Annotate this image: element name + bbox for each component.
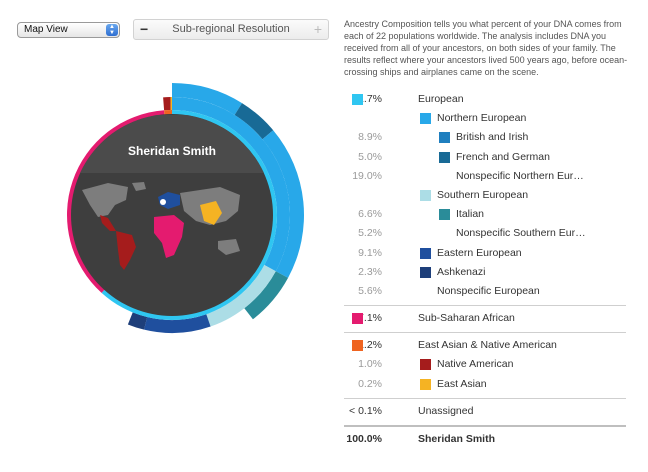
breakdown-row[interactable]: 2.3% Ashkenazi (344, 263, 626, 282)
ring-segment[interactable] (170, 97, 172, 111)
breakdown-row[interactable]: Northern European (344, 109, 626, 128)
breakdown-label: Eastern European (437, 246, 522, 259)
color-swatch (352, 313, 363, 325)
breakdown-row[interactable]: 1.2% East Asian & Native American (344, 336, 626, 355)
breakdown-label: Unassigned (418, 404, 474, 417)
ring-segment[interactable] (127, 312, 148, 330)
map-australia (218, 239, 240, 255)
breakdown-label: Southern European (437, 188, 529, 201)
breakdown-row[interactable]: 0.2% East Asian (344, 375, 626, 394)
list-separator (344, 305, 626, 307)
person-name: Sheridan Smith (128, 144, 216, 158)
breakdown-percent: 100.0% (346, 433, 382, 445)
breakdown-row[interactable]: 5.6% Nonspecific European (344, 282, 626, 301)
breakdown-row[interactable]: 8.9% British and Irish (344, 128, 626, 147)
breakdown-label: French and German (456, 150, 550, 163)
color-swatch (439, 209, 450, 221)
map-north-america (82, 183, 128, 217)
breakdown-label: East Asian (437, 377, 487, 390)
color-swatch (439, 132, 450, 144)
breakdown-label: East Asian & Native American (418, 339, 557, 352)
description-text: Ancestry Composition tells you what perc… (344, 19, 628, 77)
breakdown-label: Italian (456, 208, 485, 221)
breakdown-row[interactable]: 37.1% Sub-Saharan African (344, 309, 626, 328)
breakdown-row[interactable]: 9.1% Eastern European (344, 244, 626, 263)
breakdown-label: British and Irish (456, 131, 529, 144)
breakdown-row[interactable]: 61.7% European (344, 90, 626, 109)
list-separator (344, 332, 626, 334)
breakdown-percent: 5.0% (358, 150, 382, 163)
map-central-america (100, 215, 116, 231)
select-arrows-icon: ▲ ▼ (106, 24, 118, 36)
breakdown-row[interactable]: 19.0% Nonspecific Northern Eur… (344, 167, 626, 186)
ancestry-donut-chart: Sheridan Smith (67, 83, 304, 333)
ancestry-breakdown-list: 61.7% European Northern European 8.9% Britis… (344, 90, 626, 449)
color-swatch (420, 247, 431, 259)
breakdown-label: Native American (437, 358, 514, 371)
breakdown-percent: 8.9% (358, 131, 382, 144)
breakdown-percent: 2.3% (358, 265, 382, 278)
breakdown-percent: 9.1% (358, 246, 382, 259)
color-swatch (352, 340, 363, 352)
world-map (71, 114, 273, 316)
breakdown-row[interactable]: 1.0% Native American (344, 355, 626, 374)
breakdown-percent: 1.2% (358, 339, 382, 352)
color-swatch (420, 113, 431, 125)
ring-segment[interactable] (206, 265, 276, 327)
color-swatch (420, 378, 431, 390)
map-east-asia (200, 201, 222, 225)
breakdown-percent: 5.2% (358, 227, 382, 240)
map-africa (154, 215, 184, 258)
ring-segment[interactable] (163, 97, 171, 111)
breakdown-row[interactable]: 5.2% Nonspecific Southern Eur… (344, 224, 626, 243)
ring-segment[interactable] (144, 314, 211, 333)
ring-segment[interactable] (244, 271, 289, 320)
ring-segment[interactable] (172, 83, 243, 115)
breakdown-label: Sheridan Smith (418, 433, 496, 445)
breakdown-percent: 37.1% (352, 312, 382, 325)
breakdown-row[interactable]: 6.6% Italian (344, 205, 626, 224)
breakdown-row[interactable]: 5.0% French and German (344, 148, 626, 167)
list-separator (344, 425, 626, 427)
list-separator (344, 397, 626, 399)
breakdown-row[interactable]: < 0.1% Unassigned (344, 402, 626, 421)
breakdown-label: Nonspecific European (437, 284, 540, 297)
breakdown-label: Nonspecific Northern Eur… (456, 169, 584, 182)
breakdown-label: European (418, 93, 464, 105)
resolution-label: Sub-regional Resolution (172, 23, 290, 35)
breakdown-row[interactable]: Southern European (344, 186, 626, 205)
map-south-america (116, 231, 136, 270)
breakdown-label: Nonspecific Southern Eur… (456, 227, 586, 240)
breakdown-row[interactable]: 100.0% Sheridan Smith (344, 430, 626, 449)
breakdown-label: Sub-Saharan African (418, 312, 515, 325)
breakdown-percent: 0.2% (358, 377, 382, 390)
map-view-select[interactable]: Map View ▲ ▼ (17, 22, 120, 38)
color-swatch (420, 189, 431, 201)
breakdown-percent: 61.7% (352, 93, 382, 105)
breakdown-label: Northern European (437, 112, 527, 125)
ring-segment[interactable] (172, 97, 290, 272)
breakdown-percent: 6.6% (358, 208, 382, 221)
breakdown-percent: 5.6% (358, 284, 382, 297)
color-swatch (439, 151, 450, 163)
map-greenland (132, 182, 146, 191)
color-swatch (420, 359, 431, 371)
ring-segment[interactable] (262, 130, 304, 278)
map-view-select-value: Map View (24, 24, 68, 35)
breakdown-percent: 1.0% (358, 358, 382, 371)
breakdown-percent: < 0.1% (349, 404, 382, 417)
increase-resolution-button[interactable]: + (313, 21, 322, 37)
resolution-stepper: − Sub-regional Resolution + (133, 19, 329, 40)
breakdown-percent: 19.0% (352, 169, 382, 182)
color-swatch (352, 94, 363, 105)
color-swatch (420, 266, 431, 278)
ring-segment[interactable] (234, 103, 274, 140)
decrease-resolution-button[interactable]: − (140, 21, 149, 37)
breakdown-label: Ashkenazi (437, 265, 486, 278)
